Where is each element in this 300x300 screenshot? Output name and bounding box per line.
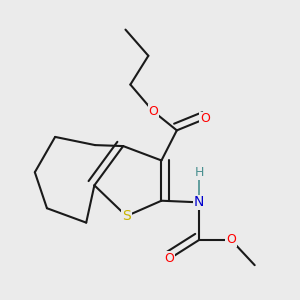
Text: O: O [148, 105, 158, 118]
Text: S: S [122, 209, 131, 223]
Text: N: N [194, 195, 204, 209]
Text: O: O [226, 233, 236, 247]
Text: H: H [194, 167, 204, 179]
Text: O: O [165, 252, 175, 265]
Text: O: O [200, 112, 210, 125]
